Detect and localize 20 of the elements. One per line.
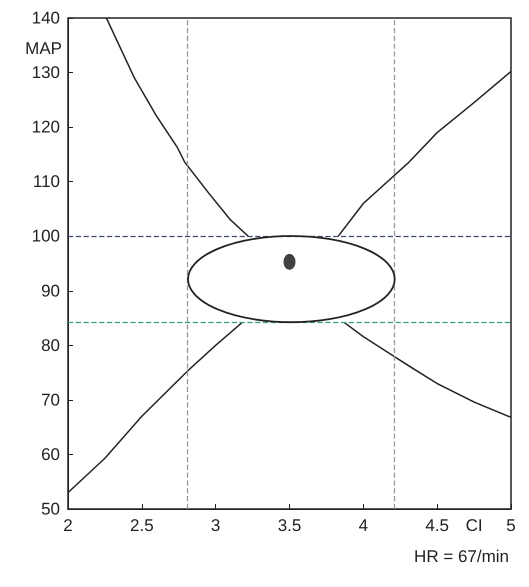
y-tick-label: 110 bbox=[32, 172, 60, 192]
y-axis-title: MAP bbox=[25, 39, 62, 58]
y-tick-label: 100 bbox=[32, 226, 60, 246]
y-tick-label: 130 bbox=[32, 63, 60, 82]
y-tick-label: 50 bbox=[41, 500, 60, 518]
x-tick-label: 4.5 bbox=[425, 516, 449, 535]
x-axis-title: CI bbox=[466, 516, 483, 535]
x-tick-label: 2.5 bbox=[130, 516, 154, 535]
y-tick-label: 90 bbox=[41, 281, 60, 300]
x-tick-label: 4 bbox=[358, 516, 368, 535]
x-tick-label: 5 bbox=[506, 516, 516, 535]
x-tick-label: 3 bbox=[210, 516, 220, 535]
y-tick-label: 70 bbox=[41, 390, 60, 410]
x-tick-label: 3.5 bbox=[278, 516, 302, 535]
y-tick-label: 80 bbox=[41, 336, 60, 355]
x-tick-label: 2 bbox=[63, 516, 73, 535]
y-tick-label: 140 bbox=[32, 8, 60, 28]
y-tick-label: 120 bbox=[32, 118, 60, 137]
y-tick-label: 60 bbox=[41, 444, 60, 464]
text: HR = 67/min bbox=[414, 547, 509, 566]
